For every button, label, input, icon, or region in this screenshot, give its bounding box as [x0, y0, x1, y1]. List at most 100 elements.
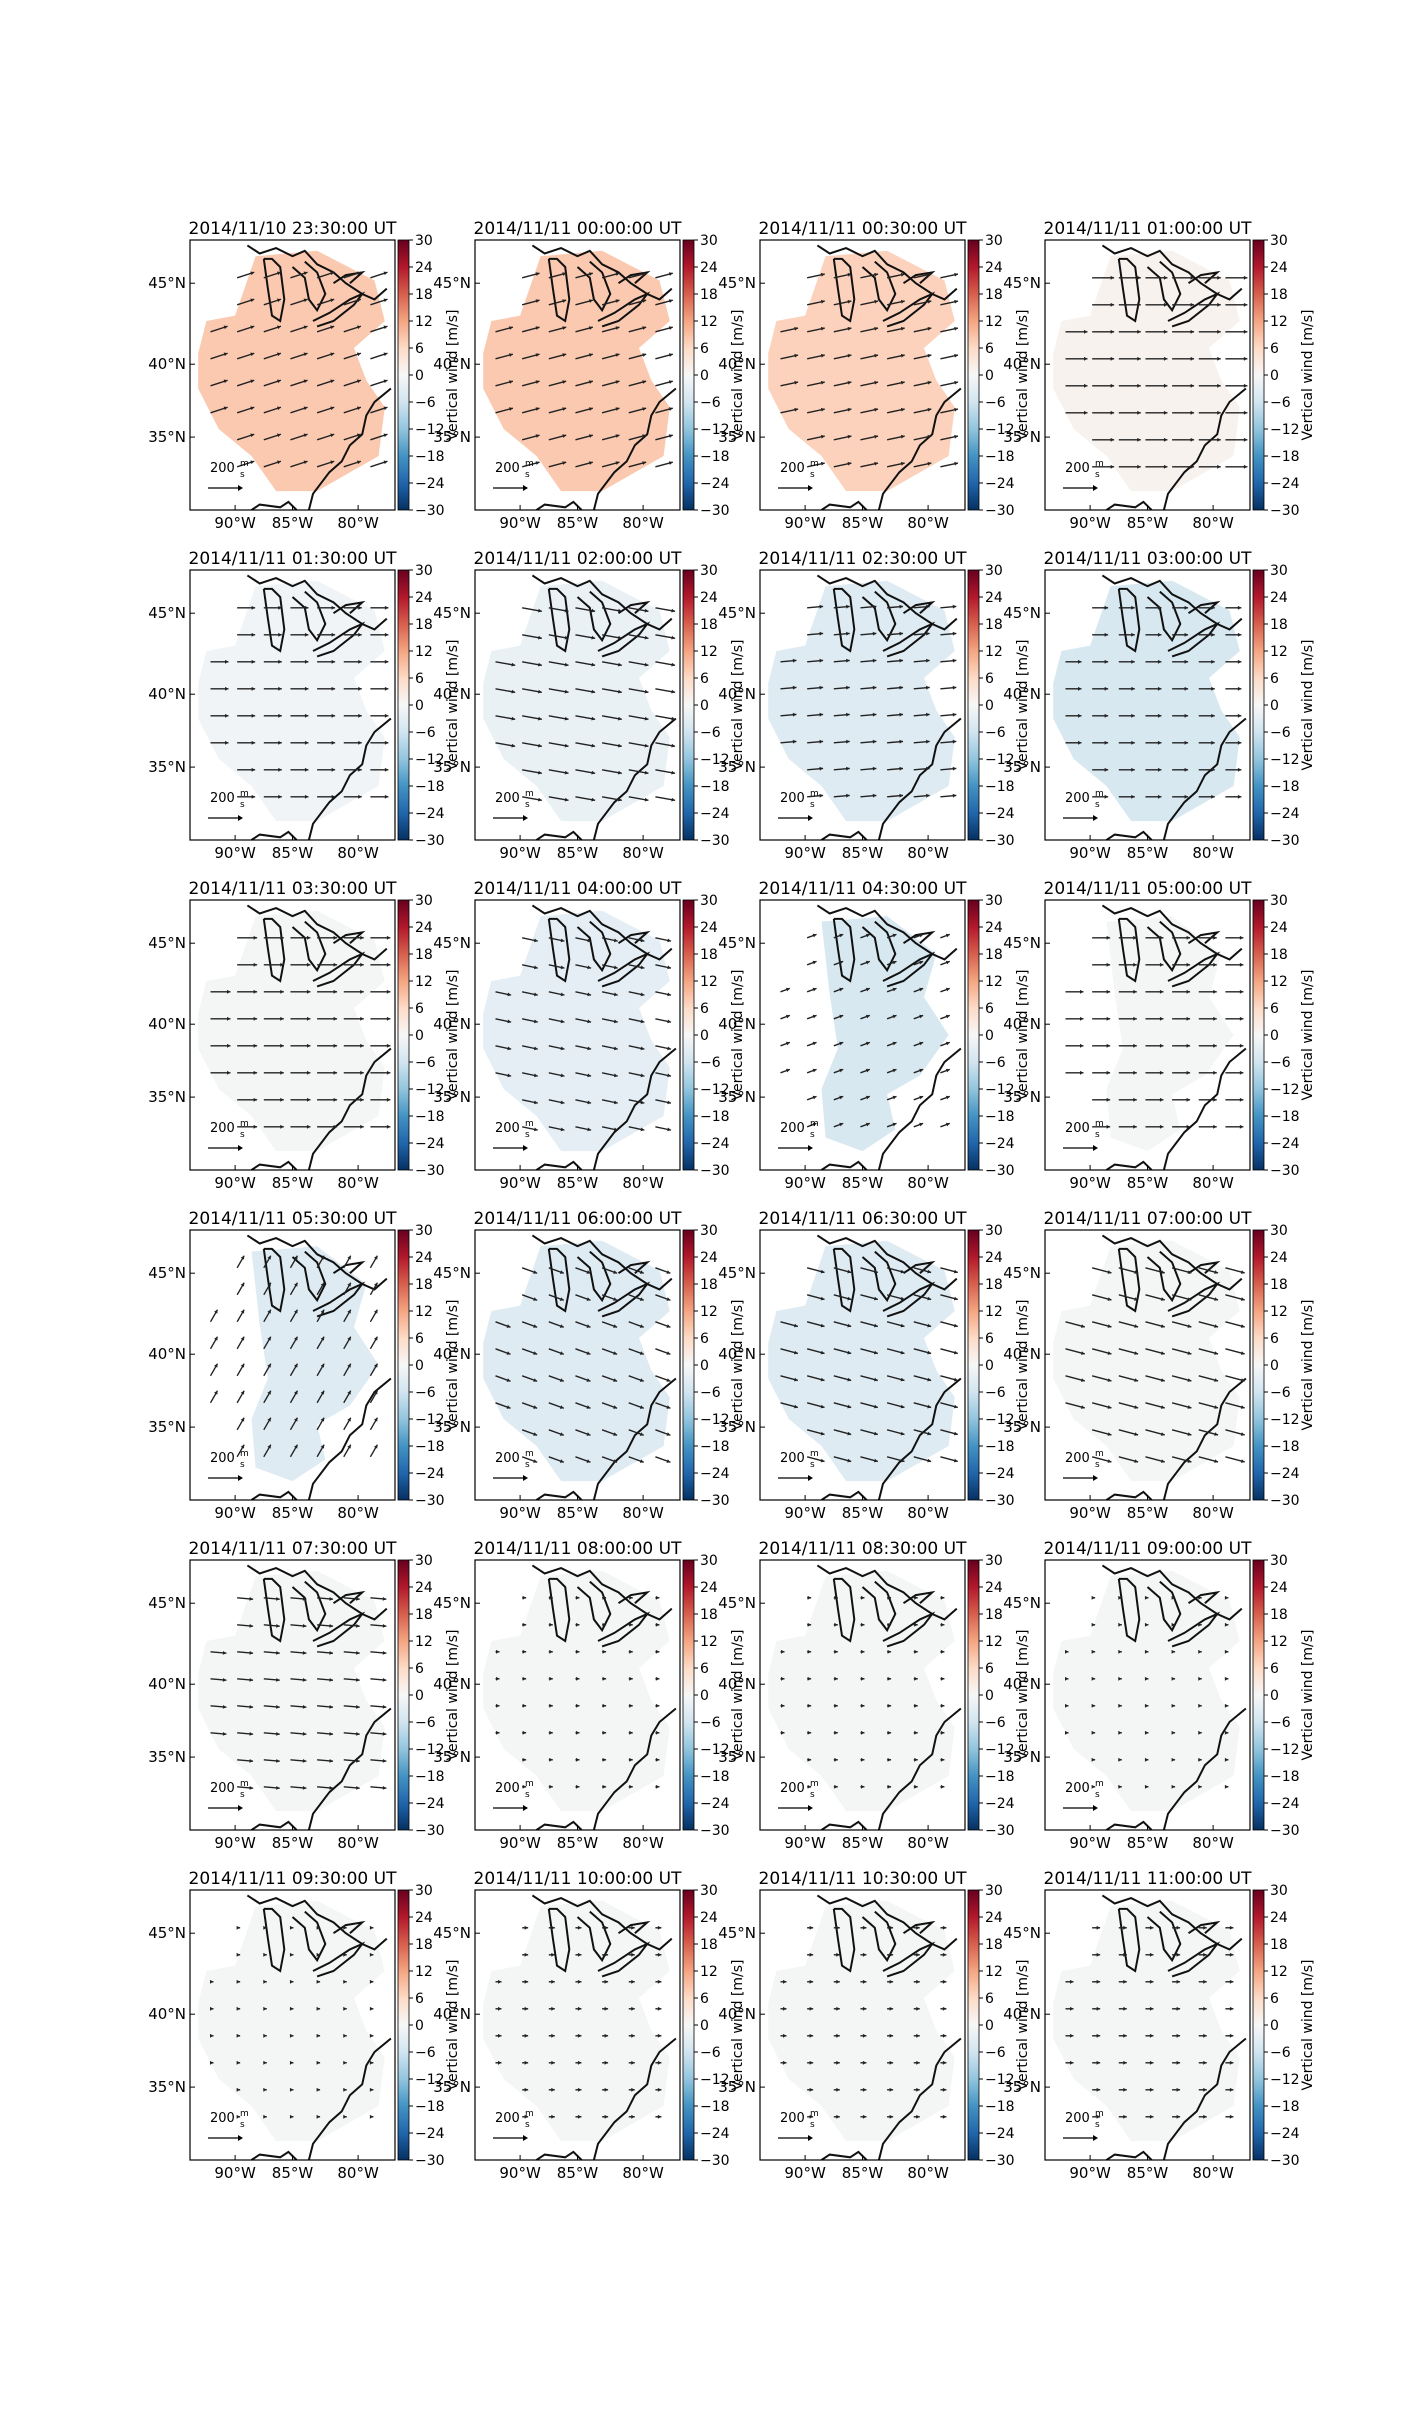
lon-tick-label: 90°W [214, 844, 256, 862]
wind-arrowhead [865, 1095, 870, 1100]
wind-arrowhead [1080, 1324, 1085, 1328]
colorbar-tick-label: −18 [985, 2099, 1015, 2115]
scale-arrowhead [238, 1475, 243, 1481]
wind-arrowhead [1104, 632, 1109, 637]
wind-arrowhead [564, 662, 569, 667]
wind-arrowhead [1134, 1324, 1139, 1328]
colorbar [682, 1229, 695, 1501]
colorbar-tick-label: 18 [700, 1937, 718, 1953]
coastline [882, 1281, 936, 1318]
wind-arrowhead [615, 434, 620, 438]
wind-arrowhead [1184, 686, 1189, 691]
map-content [1053, 1234, 1247, 1500]
colorbar [1252, 569, 1265, 841]
coastline [576, 920, 612, 973]
scale-unit-num: m [525, 1449, 534, 1459]
wind-arrowhead [618, 797, 622, 802]
lat-tick-label: 40°N [1003, 685, 1041, 703]
wind-arrowhead [251, 659, 256, 664]
coastline [531, 1894, 673, 1951]
wind-arrowhead [330, 325, 335, 330]
wind-arrowhead [1131, 686, 1135, 691]
wind-arrowhead [294, 1282, 298, 1287]
wind-arrowhead [549, 1649, 553, 1654]
wind-arrowhead [1239, 1124, 1244, 1129]
colorbar-label: Vertical wind [m/s] [445, 1300, 461, 1431]
wind-arrowhead [914, 1703, 918, 1708]
wind-arrowhead [792, 712, 797, 717]
wind-arrowhead [508, 380, 513, 384]
wind-arrowhead [629, 1757, 633, 1762]
colorbar [397, 899, 410, 1171]
wind-arrowhead [294, 1336, 298, 1341]
scale-unit-num: m [1095, 789, 1104, 799]
wind-arrowhead [253, 989, 258, 994]
wind-arrowhead [320, 1336, 325, 1341]
wind-arrowhead [1237, 605, 1242, 610]
wind-arrowhead [820, 353, 825, 358]
wind-arrowhead [373, 1309, 378, 1314]
wind-arrowhead [839, 1122, 844, 1127]
scale-value: 200 [495, 1781, 520, 1796]
wind-arrowhead [1229, 2114, 1234, 2119]
wind-arrowhead [1239, 935, 1244, 940]
wind-arrowhead [384, 605, 389, 610]
wind-arrowhead [927, 407, 932, 412]
scale-value: 200 [495, 791, 520, 806]
wind-region [483, 1240, 670, 1482]
wind-arrowhead [386, 1097, 391, 1102]
wind-arrowhead [862, 2033, 867, 2038]
wind-arrowhead [356, 460, 361, 465]
map-content [198, 1894, 392, 2160]
wind-arrowhead [927, 353, 932, 358]
coastline [246, 1564, 388, 1621]
wind-arrowhead [524, 1925, 529, 1930]
wind-arrowhead [642, 380, 647, 384]
wind-arrowhead [1160, 1270, 1165, 1274]
wind-arrowhead [373, 1390, 378, 1395]
colorbar-tick-label: −30 [985, 1823, 1015, 1839]
wind-arrowhead [1069, 2033, 1074, 2038]
wind-arrowhead [226, 1043, 231, 1048]
wind-arrowhead [538, 662, 542, 667]
wind-arrowhead [249, 1704, 254, 1709]
coastline [832, 587, 856, 653]
wind-arrowhead [1213, 1043, 1217, 1048]
wind-arrowhead [900, 461, 905, 466]
wind-arrowhead [1079, 989, 1084, 994]
coastline [861, 590, 897, 643]
wind-arrowhead [807, 1649, 812, 1654]
colorbar-tick-label: 0 [1270, 698, 1279, 714]
wind-arrowhead [223, 406, 228, 411]
wind-arrowhead [289, 2006, 294, 2011]
wind-arrowhead [668, 353, 673, 357]
colorbar-tick-label: −18 [1270, 779, 1300, 795]
colorbar-tick-label: 24 [700, 1580, 718, 1596]
colorbar-tick-label: 30 [985, 1553, 1003, 1569]
wind-arrowhead [1176, 2006, 1181, 2011]
wind-arrowhead [1104, 713, 1109, 718]
wind-arrowhead [1229, 2087, 1234, 2092]
wind-arrowhead [671, 662, 676, 667]
wind-arrowhead [304, 713, 309, 718]
colorbar-label: Vertical wind [m/s] [1015, 1630, 1031, 1761]
wind-arrowhead [809, 2006, 814, 2011]
colorbar-tick-label: 30 [985, 1883, 1003, 1899]
wind-arrowhead [278, 659, 282, 664]
lat-tick-label: 40°N [718, 1345, 756, 1363]
wind-arrowhead [1107, 1324, 1112, 1328]
colorbar-tick-label: 6 [1270, 1661, 1279, 1677]
lon-tick-label: 90°W [1069, 1504, 1111, 1522]
wind-arrowhead [289, 2033, 294, 2038]
wind-arrowhead [671, 608, 676, 613]
wind-arrowhead [1243, 356, 1248, 361]
wind-arrowhead [333, 935, 338, 940]
wind-arrowhead [253, 1097, 258, 1102]
lon-tick-label: 80°W [907, 844, 949, 862]
wind-arrowhead [1107, 1378, 1112, 1382]
wind-arrowhead [382, 1596, 387, 1601]
wind-arrowhead [927, 1404, 932, 1409]
wind-arrowhead [862, 1979, 867, 1984]
wind-arrowhead [952, 658, 957, 663]
wind-arrowhead [209, 2060, 214, 2065]
